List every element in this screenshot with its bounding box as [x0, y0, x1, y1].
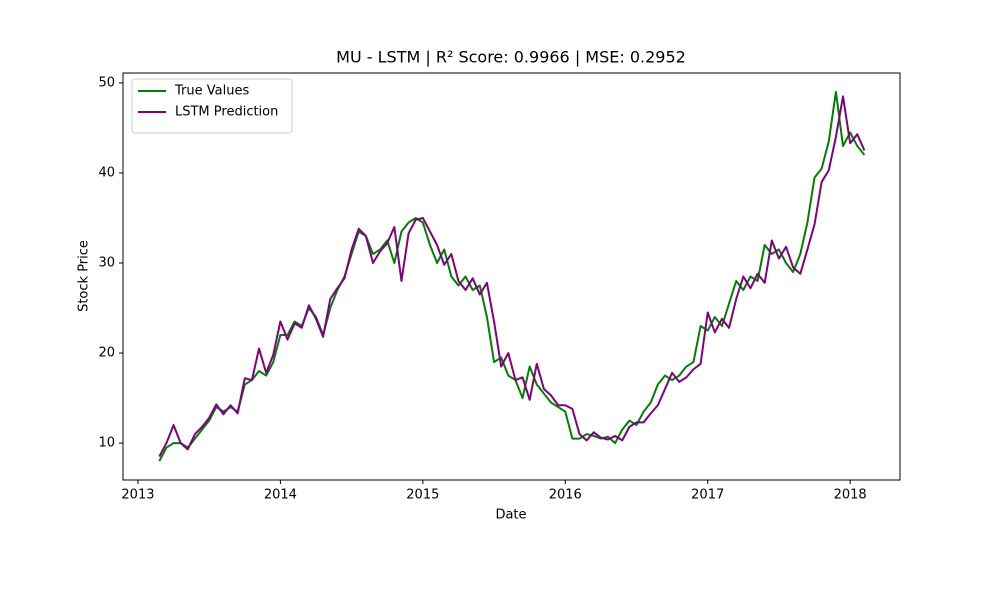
x-tick-label: 2015: [406, 488, 439, 503]
y-tick-label: 50: [98, 75, 115, 90]
legend-box: [131, 78, 293, 134]
series-line: [158, 95, 866, 458]
x-tick-label: 2014: [264, 488, 297, 503]
y-tick-label: 40: [98, 165, 115, 180]
plot-frame: [122, 72, 901, 481]
y-axis-label: Stock Price: [77, 240, 92, 312]
legend-label: LSTM Prediction: [175, 105, 278, 120]
x-axis-label: Date: [495, 508, 526, 523]
x-tick-label: 2013: [121, 488, 154, 503]
x-tick-label: 2018: [834, 488, 867, 503]
y-tick-label: 30: [98, 255, 115, 270]
legend-label: True Values: [174, 84, 249, 99]
x-tick-label: 2017: [691, 488, 724, 503]
chart-title: MU - LSTM | R² Score: 0.9966 | MSE: 0.29…: [336, 48, 686, 67]
x-tick-label: 2016: [549, 488, 582, 503]
y-tick-label: 10: [98, 436, 115, 451]
y-tick-label: 20: [98, 346, 115, 361]
